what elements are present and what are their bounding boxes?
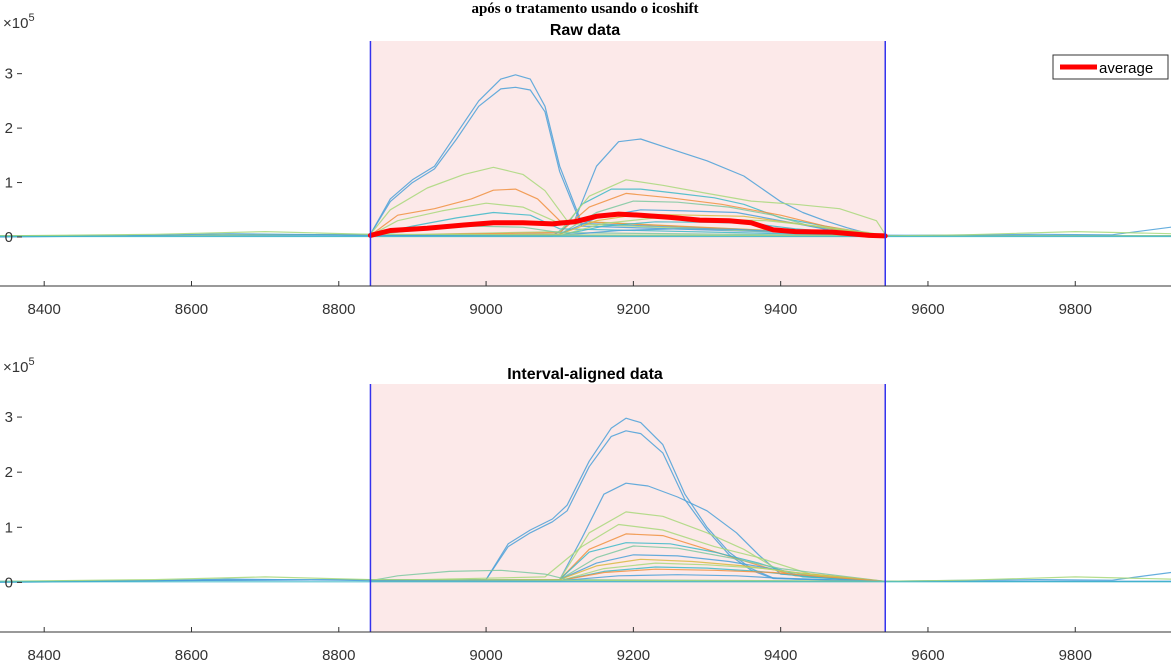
series-line <box>0 86 1171 237</box>
panel-title: Raw data <box>550 22 620 39</box>
highlight-interval <box>370 384 886 632</box>
x-tick-label: 9600 <box>911 647 944 664</box>
x-tick-label: 9200 <box>617 301 650 318</box>
x-tick-label: 8800 <box>322 647 355 664</box>
series-line <box>369 188 886 237</box>
x-tick-label: 9000 <box>469 301 502 318</box>
x-tick-label: 8400 <box>28 647 61 664</box>
series-group <box>0 417 1171 584</box>
series-group <box>0 74 1171 239</box>
raw-data-panel: Raw data ×105 0 1 2 3 8400 8600 8800 9000 9200 9400… <box>0 12 1171 318</box>
y-tick-label: 1 <box>5 519 13 536</box>
figure-suptitle: após o tratamento usando o icoshift <box>471 1 698 17</box>
legend: average <box>1052 54 1169 80</box>
y-tick-label: 0 <box>5 229 13 246</box>
y-tick-label: 1 <box>5 175 13 192</box>
average-series-line <box>367 211 888 239</box>
series-line <box>369 211 886 237</box>
y-tick-label: 3 <box>5 66 13 83</box>
x-tick-label: 9000 <box>469 647 502 664</box>
series-line <box>0 231 1171 237</box>
series-line <box>0 430 1171 582</box>
series-line <box>0 576 1171 582</box>
x-tick-label: 8400 <box>28 301 61 318</box>
series-line <box>369 511 886 582</box>
series-line <box>369 221 886 237</box>
legend-label-average: average <box>1099 60 1153 77</box>
series-line <box>369 523 886 582</box>
highlight-interval <box>370 41 886 286</box>
y-tick-label: 2 <box>5 464 13 481</box>
series-line <box>369 545 886 582</box>
x-tick-label: 8600 <box>175 647 208 664</box>
series-line <box>0 74 1171 237</box>
y-tick-label: 3 <box>5 409 13 426</box>
y-tick-label: 0 <box>5 574 13 591</box>
x-tick-label: 9800 <box>1059 647 1092 664</box>
x-tick-label: 8600 <box>175 301 208 318</box>
series-line <box>369 533 886 582</box>
y-exponent-label: ×105 <box>3 356 35 376</box>
panel-title: Interval-aligned data <box>507 366 663 383</box>
x-tick-label: 8800 <box>322 301 355 318</box>
x-tick-label: 9400 <box>764 301 797 318</box>
x-tick-label: 9400 <box>764 647 797 664</box>
x-tick-label: 9200 <box>617 647 650 664</box>
interval-aligned-panel: Interval-aligned data ×105 0 1 2 3 8400 8600 880… <box>0 356 1171 664</box>
x-tick-label: 9600 <box>911 301 944 318</box>
x-tick-label: 9800 <box>1059 301 1092 318</box>
y-tick-label: 2 <box>5 120 13 137</box>
series-line <box>369 482 886 582</box>
series-line <box>369 200 886 237</box>
series-line <box>369 179 886 236</box>
series-line <box>0 417 1171 582</box>
series-line <box>369 542 886 582</box>
y-exponent-label: ×105 <box>3 12 35 32</box>
series-line <box>369 209 886 237</box>
